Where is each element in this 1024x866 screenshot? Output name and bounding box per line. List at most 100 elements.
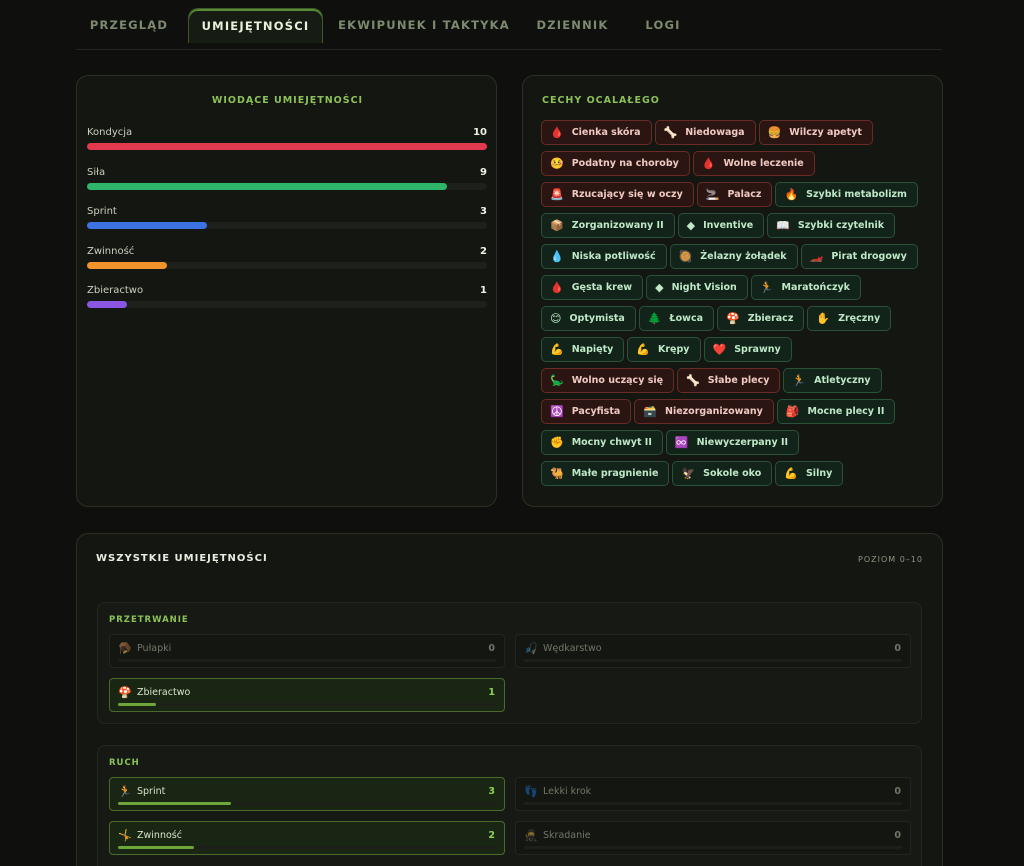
- trait-label: Night Vision: [671, 282, 737, 293]
- leading-skill-name: Kondycja: [87, 127, 133, 138]
- trait-chip[interactable]: 🚬 Palacz: [696, 182, 773, 207]
- trait-chip[interactable]: 🏃 Atletyczny: [783, 368, 882, 393]
- trait-chip[interactable]: 😊 Optymista: [541, 306, 636, 331]
- trait-label: Krępy: [658, 344, 690, 355]
- trait-label: Podatny na choroby: [571, 158, 679, 169]
- skill-group-title: RUCH: [109, 758, 140, 768]
- leading-skill-value: 10: [473, 127, 487, 138]
- trait-chip[interactable]: 🏃 Maratończyk: [750, 275, 861, 300]
- trait-chip[interactable]: ◆ Inventive: [677, 213, 765, 238]
- skill-cell[interactable]: 🏃 Sprint 3: [109, 777, 505, 811]
- leading-skill-track: [87, 143, 487, 150]
- leading-skill-row: Siła 9: [87, 167, 487, 201]
- trait-chip[interactable]: ✋ Zręczny: [807, 306, 892, 331]
- skill-cell[interactable]: 🥷 Skradanie 0: [515, 821, 911, 855]
- trait-chip[interactable]: 💪 Silny: [775, 461, 844, 486]
- trait-chip[interactable]: 🗃️ Niezorganizowany: [634, 399, 774, 424]
- skill-icon: 🤸: [118, 829, 132, 842]
- trait-icon: 🏃: [759, 281, 774, 294]
- trait-icon: 🔥: [784, 188, 799, 201]
- skill-icon: 🏃: [118, 785, 132, 798]
- tab-logs[interactable]: LOGI: [645, 18, 681, 32]
- trait-label: Atletyczny: [814, 375, 871, 386]
- trait-label: Szybki metabolizm: [806, 189, 907, 200]
- trait-chip[interactable]: 🍄 Zbieracz: [717, 306, 805, 331]
- trait-chip[interactable]: 🦕 Wolno uczący się: [541, 368, 675, 393]
- trait-label: Silny: [805, 468, 833, 479]
- trait-chip[interactable]: ✊ Mocny chwyt II: [541, 430, 663, 455]
- trait-chip[interactable]: 🚨 Rzucający się w oczy: [541, 182, 694, 207]
- trait-chip[interactable]: 🩸 Cienka skóra: [541, 120, 652, 145]
- trait-icon: 🦴: [663, 126, 678, 139]
- skill-track: [118, 846, 496, 849]
- trait-icon: 📖: [776, 219, 790, 232]
- trait-chip[interactable]: 💧 Niska potliwość: [541, 244, 667, 269]
- trait-label: Zorganizowany II: [571, 220, 664, 231]
- trait-chip[interactable]: 🦴 Niedowaga: [654, 120, 756, 145]
- skill-value: 0: [488, 643, 495, 654]
- skill-value: 2: [488, 830, 495, 841]
- trait-label: Palacz: [727, 189, 762, 200]
- trait-chip[interactable]: 🌲 Łowca: [638, 306, 714, 331]
- trait-label: Zręczny: [838, 313, 881, 324]
- trait-chip[interactable]: ♾️ Niewyczerpany II: [665, 430, 800, 455]
- leading-skill-track: [87, 261, 487, 269]
- trait-chip[interactable]: 💪 Napięty: [541, 337, 625, 362]
- trait-chip[interactable]: 🎒 Mocne plecy II: [776, 399, 896, 424]
- trait-chip[interactable]: 💪 Krępy: [627, 337, 701, 362]
- trait-label: Pirat drogowy: [831, 251, 907, 262]
- trait-label: Mocne plecy II: [807, 406, 885, 417]
- skill-track: [118, 802, 496, 805]
- leading-skill-row: Zbieractwo 1: [87, 285, 487, 319]
- skill-value: 0: [894, 786, 901, 797]
- trait-chip[interactable]: 🤒 Podatny na choroby: [541, 151, 690, 176]
- trait-chip[interactable]: ❤️ Sprawny: [703, 337, 792, 362]
- trait-label: Wolne leczenie: [723, 158, 804, 169]
- trait-chip[interactable]: ◆ Night Vision: [646, 275, 748, 300]
- trait-icon: ❤️: [712, 343, 727, 356]
- trait-chip[interactable]: 🏎️ Pirat drogowy: [800, 244, 918, 269]
- tab-skills[interactable]: UMIEJĘTNOŚCI: [188, 8, 323, 43]
- skill-cell[interactable]: 🪤 Pułapki 0: [109, 634, 505, 668]
- trait-chip[interactable]: 📦 Zorganizowany II: [541, 213, 675, 238]
- trait-chip[interactable]: 🍔 Wilczy apetyt: [758, 120, 873, 145]
- tab-overview[interactable]: PRZEGLĄD: [89, 18, 169, 32]
- skill-fill: [118, 703, 156, 706]
- leading-skills-panel: WIODĄCE UMIEJĘTNOŚCI Kondycja 10 Siła 9 Spri…: [76, 75, 497, 507]
- tab-journal[interactable]: DZIENNIK: [536, 18, 609, 32]
- trait-icon: 💧: [550, 250, 564, 263]
- trait-label: Pacyfista: [571, 406, 621, 417]
- trait-icon: ◆: [686, 219, 696, 232]
- skill-cell[interactable]: 👣 Lekki krok 0: [515, 777, 911, 811]
- trait-chip[interactable]: 🥘 Żelazny żołądek: [669, 244, 798, 269]
- leading-skill-name: Zbieractwo: [87, 285, 144, 296]
- skill-icon: 🥷: [524, 829, 538, 842]
- trait-label: Żelazny żołądek: [700, 251, 787, 262]
- skill-value: 1: [488, 687, 495, 698]
- trait-chip[interactable]: 🦅 Sokole oko: [672, 461, 773, 486]
- leading-skill-track: [87, 222, 487, 229]
- skill-icon: 🪤: [118, 642, 132, 655]
- skill-group: RUCH 🏃 Sprint 3 👣 Lekki krok 0 🤸 Zwinność 2 🥷 Skrad…: [97, 745, 922, 866]
- trait-chip[interactable]: 🐫 Małe pragnienie: [541, 461, 670, 486]
- trait-icon: 💪: [636, 343, 651, 356]
- traits-list: 🩸 Cienka skóra 🦴 Niedowaga 🍔 Wilczy apetyt 🤒 Po…: [541, 120, 923, 492]
- trait-chip[interactable]: 📖 Szybki czytelnik: [767, 213, 896, 238]
- skill-cell[interactable]: 🍄 Zbieractwo 1: [109, 678, 505, 712]
- trait-chip[interactable]: 🔥 Szybki metabolizm: [775, 182, 918, 207]
- skill-cell[interactable]: 🎣 Wędkarstwo 0: [515, 634, 911, 668]
- trait-label: Mocny chwyt II: [571, 437, 652, 448]
- leading-skill-fill: [87, 222, 207, 229]
- tab-equipment-tactics[interactable]: EKWIPUNEK I TAKTYKA: [338, 18, 510, 32]
- trait-chip[interactable]: 🩸 Wolne leczenie: [692, 151, 815, 176]
- trait-chip[interactable]: ☮️ Pacyfista: [541, 399, 632, 424]
- leading-skill-value: 1: [480, 285, 487, 296]
- leading-skill-track: [87, 301, 487, 308]
- trait-chip[interactable]: 🩸 Gęsta krew: [541, 275, 644, 300]
- trait-chip[interactable]: 🦴 Słabe plecy: [677, 368, 781, 393]
- skill-fill: [118, 846, 194, 849]
- trait-icon: 💪: [784, 467, 798, 480]
- skill-value: 0: [894, 643, 901, 654]
- skill-cell[interactable]: 🤸 Zwinność 2: [109, 821, 505, 855]
- trait-icon: 🩸: [550, 281, 564, 294]
